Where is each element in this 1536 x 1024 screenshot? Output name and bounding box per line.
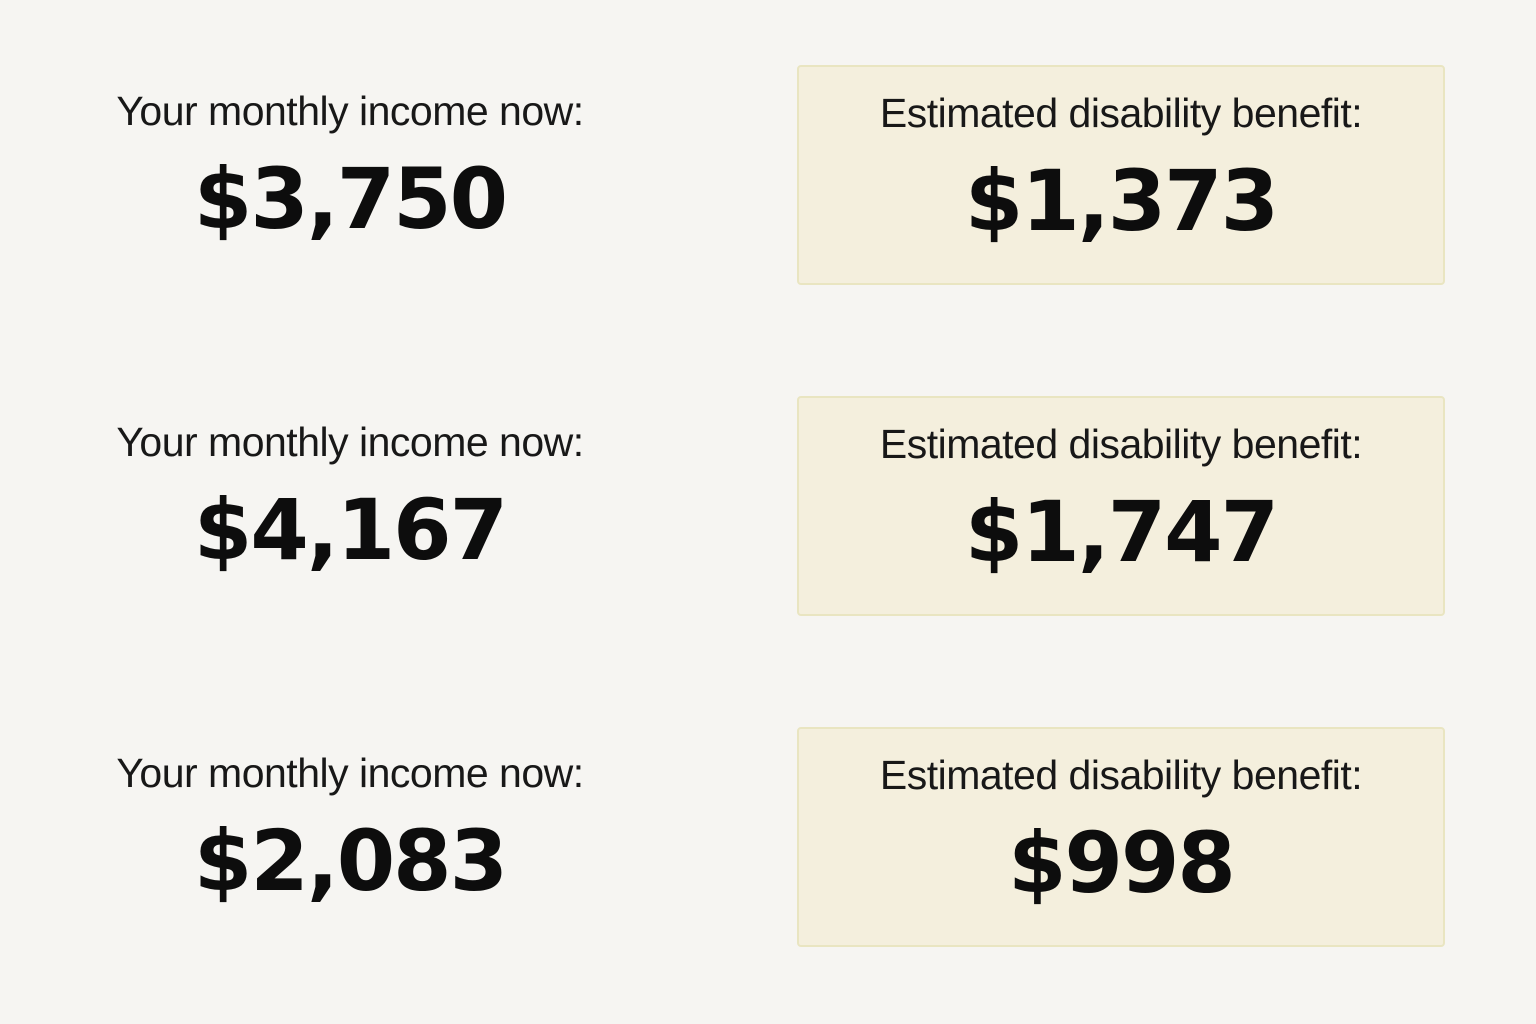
benefit-label: Estimated disability benefit: — [879, 752, 1363, 798]
income-label: Your monthly income now: — [116, 419, 584, 465]
income-value: $4,167 — [193, 481, 508, 579]
comparison-row-2: Your monthly income now: $4,167 Estimate… — [0, 396, 1536, 616]
comparison-row-3: Your monthly income now: $2,083 Estimate… — [0, 727, 1536, 947]
income-panel: Your monthly income now: $4,167 — [0, 396, 700, 616]
income-value: $3,750 — [193, 150, 508, 248]
income-label: Your monthly income now: — [116, 750, 584, 796]
income-value: $2,083 — [193, 812, 508, 910]
income-panel: Your monthly income now: $3,750 — [0, 65, 700, 285]
benefit-box: Estimated disability benefit: $1,373 — [797, 65, 1445, 285]
income-panel: Your monthly income now: $2,083 — [0, 727, 700, 947]
benefit-box: Estimated disability benefit: $1,747 — [797, 396, 1445, 616]
benefit-value: $1,373 — [964, 152, 1279, 250]
income-label: Your monthly income now: — [116, 88, 584, 134]
benefit-box: Estimated disability benefit: $998 — [797, 727, 1445, 947]
benefit-value: $1,747 — [964, 483, 1279, 581]
benefit-label: Estimated disability benefit: — [879, 421, 1363, 467]
benefit-value: $998 — [1008, 814, 1236, 912]
comparison-row-1: Your monthly income now: $3,750 Estimate… — [0, 65, 1536, 285]
benefit-label: Estimated disability benefit: — [879, 90, 1363, 136]
